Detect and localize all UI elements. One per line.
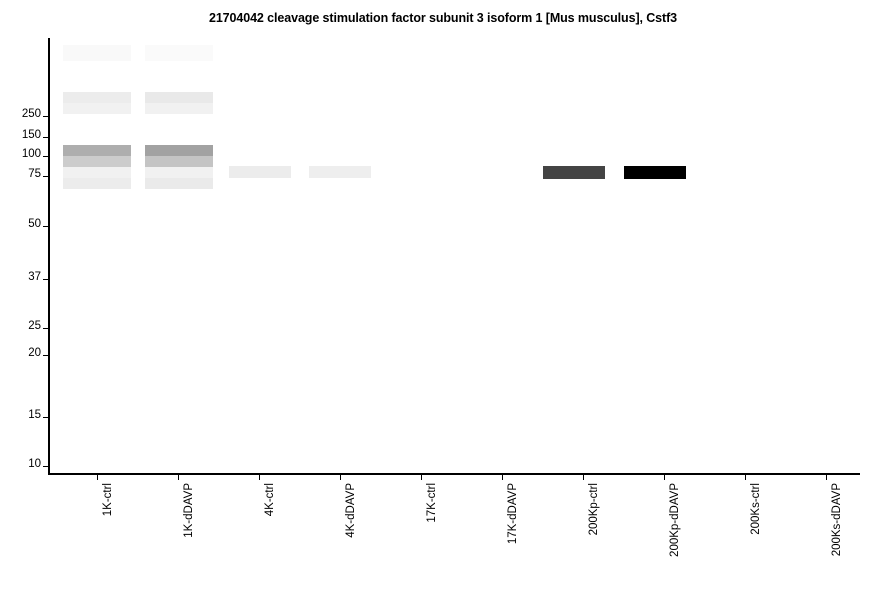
x-axis-tick-label-17k-ctrl: 17K-ctrl (426, 483, 438, 523)
x-axis-tick-mark (178, 475, 179, 480)
x-axis-tick-mark (583, 475, 584, 480)
x-axis-tick-mark (421, 475, 422, 480)
gel-band (145, 45, 213, 61)
y-axis-tick-label: 10 (28, 458, 41, 470)
gel-lane-1k-ddavp (145, 0, 213, 595)
gel-lane-200ks-ddavp (795, 0, 857, 595)
y-axis-tick-mark (43, 466, 48, 467)
x-axis-tick-mark (340, 475, 341, 480)
gel-lane-200kp-ddavp (624, 0, 686, 595)
x-axis-tick-label-4k-ctrl: 4K-ctrl (264, 483, 276, 517)
x-axis-tick-mark (664, 475, 665, 480)
x-axis-tick-mark (97, 475, 98, 480)
y-axis-tick-mark (43, 355, 48, 356)
gel-band (63, 92, 131, 103)
y-axis-line (48, 38, 50, 475)
gel-band (624, 166, 686, 179)
y-axis-tick-mark (43, 137, 48, 138)
y-axis-tick-label: 250 (21, 108, 41, 120)
y-axis-tick-mark (43, 417, 48, 418)
x-axis-tick-label-1k-ctrl: 1K-ctrl (102, 483, 114, 517)
gel-band (145, 145, 213, 156)
y-axis-tick-mark (43, 116, 48, 117)
y-axis-tick-label: 15 (28, 409, 41, 421)
x-axis-tick-label-200kp-ddavp: 200Kp-dDAVP (669, 483, 681, 557)
y-axis-tick-mark (43, 279, 48, 280)
gel-band (63, 103, 131, 114)
y-axis-tick-label: 50 (28, 218, 41, 230)
gel-band (63, 167, 131, 178)
gel-lane-4k-ctrl (229, 0, 291, 595)
x-axis-tick-label-1k-ddavp: 1K-dDAVP (183, 483, 195, 538)
x-axis-tick-label-200ks-ctrl: 200Ks-ctrl (750, 483, 762, 535)
gel-lane-17k-ctrl (391, 0, 453, 595)
x-axis-tick-mark (502, 475, 503, 480)
gel-band (145, 156, 213, 167)
gel-band (63, 45, 131, 61)
gel-lane-1k-ctrl (63, 0, 131, 595)
page-title: 21704042 cleavage stimulation factor sub… (208, 11, 678, 25)
gel-lane-200kp-ctrl (543, 0, 605, 595)
y-axis-tick-label: 37 (28, 271, 41, 283)
x-axis-tick-mark (259, 475, 260, 480)
y-axis-tick-label: 75 (28, 168, 41, 180)
gel-lane-17k-ddavp (472, 0, 534, 595)
gel-band (145, 92, 213, 103)
gel-band (145, 103, 213, 114)
x-axis-tick-label-200ks-ddavp: 200Ks-dDAVP (831, 483, 843, 557)
gel-lane-4k-ddavp (309, 0, 371, 595)
x-axis-tick-label-17k-ddavp: 17K-dDAVP (507, 483, 519, 545)
gel-band (543, 166, 605, 179)
y-axis-tick-label: 20 (28, 347, 41, 359)
gel-band (145, 178, 213, 189)
y-axis-tick-label: 25 (28, 320, 41, 332)
gel-band (145, 167, 213, 178)
y-axis-tick-mark (43, 176, 48, 177)
x-axis-line (48, 473, 860, 475)
x-axis-tick-label-4k-ddavp: 4K-dDAVP (345, 483, 357, 538)
gel-band (229, 166, 291, 178)
y-axis-tick-label: 150 (21, 129, 41, 141)
x-axis-tick-mark (826, 475, 827, 480)
y-axis-tick-mark (43, 328, 48, 329)
y-axis-tick-label: 100 (21, 148, 41, 160)
y-axis-tick-mark (43, 226, 48, 227)
gel-lane-200ks-ctrl (714, 0, 776, 595)
y-axis-tick-mark (43, 156, 48, 157)
gel-band (63, 145, 131, 156)
gel-band (63, 156, 131, 167)
gel-band (309, 166, 371, 178)
x-axis-tick-mark (745, 475, 746, 480)
gel-band (63, 178, 131, 189)
x-axis-tick-label-200kp-ctrl: 200Kp-ctrl (588, 483, 600, 536)
